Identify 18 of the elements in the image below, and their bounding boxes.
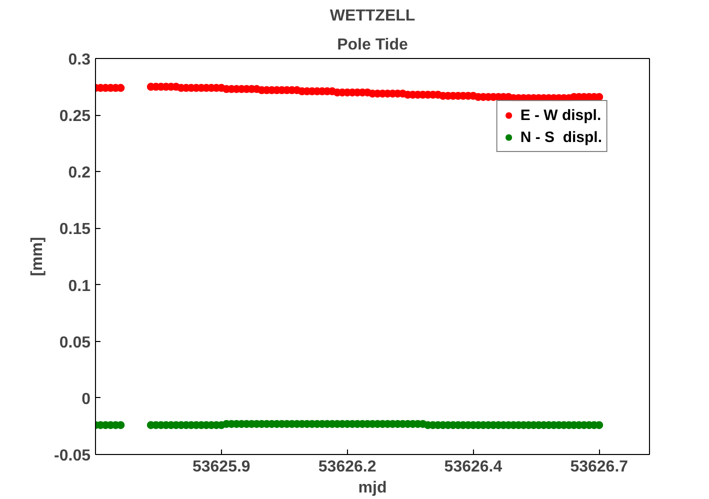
y-tick-label: 0.25 [59,108,91,126]
legend-label: E - W displ. [520,106,602,124]
x-tick-label: 53626.2 [318,458,376,476]
x-tick-label: 53626.4 [444,458,502,476]
chart-title: WETTZELL [330,8,416,24]
legend-label: N - S displ. [520,128,602,146]
x-tick-label: 53626.7 [570,458,628,476]
y-tick-label: 0.2 [68,164,91,182]
y-tick-label: 0.3 [68,52,91,68]
y-axis-title: [mm] [29,236,46,276]
y-tick-label: 0.05 [59,334,91,352]
x-tick-label: 53625.9 [192,458,250,476]
chart-subtitle: Pole Tide [337,36,408,54]
y-tick-label: 0 [82,390,91,408]
x-axis-title: mjd [358,480,387,496]
y-tick-label: 0.15 [59,221,91,238]
y-tick-label: -0.05 [54,448,91,464]
y-tick-label: 0.1 [68,278,91,295]
